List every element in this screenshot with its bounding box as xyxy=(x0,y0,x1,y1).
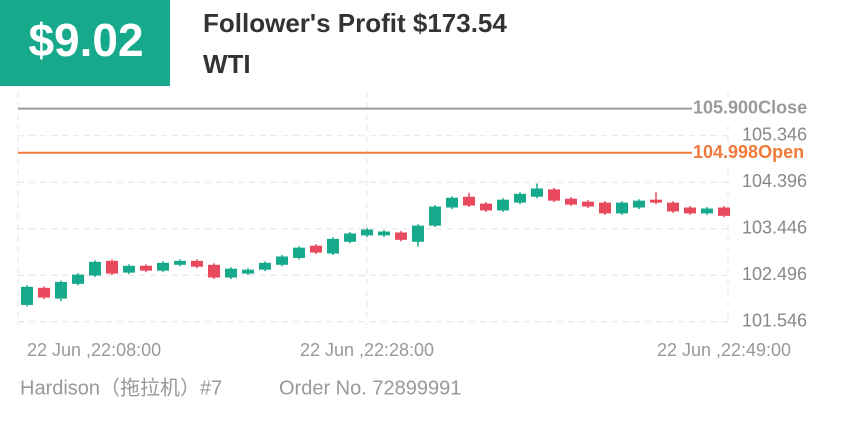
candle-body xyxy=(259,262,271,270)
x-tick-label: 22 Jun ,22:49:00 xyxy=(657,340,791,360)
candle-body xyxy=(157,262,169,271)
candle-body xyxy=(514,193,526,203)
candle-body xyxy=(378,231,390,236)
x-tick-label: 22 Jun ,22:08:00 xyxy=(27,340,161,360)
y-tick-label: 105.346 xyxy=(742,125,807,145)
symbol: WTI xyxy=(203,49,251,79)
candle-body xyxy=(718,207,730,216)
candle-body xyxy=(38,287,50,298)
price-value: 105.900 xyxy=(693,97,758,117)
candle-body xyxy=(106,260,118,274)
candle-body xyxy=(531,188,543,197)
y-tick-label: 104.396 xyxy=(742,171,807,191)
candle-body xyxy=(446,197,458,208)
candle-body xyxy=(361,229,373,236)
order-number: Order No. 72899991 xyxy=(279,377,461,399)
candle-body xyxy=(497,199,509,211)
x-tick-label: 22 Jun ,22:28:00 xyxy=(300,340,434,360)
price-label-bg xyxy=(692,97,822,120)
price-name: Close xyxy=(758,97,807,117)
candle-body xyxy=(463,196,475,206)
candle-body xyxy=(684,207,696,214)
candle-body xyxy=(633,200,645,208)
price-name: Open xyxy=(758,142,804,162)
candle-body xyxy=(548,189,560,201)
candle-body xyxy=(565,198,577,205)
candle-body xyxy=(599,202,611,214)
title: Follower's Profit $173.54 xyxy=(203,8,507,38)
candle-body xyxy=(21,286,33,305)
candle-body xyxy=(701,208,713,214)
candle-body xyxy=(395,232,407,240)
candle-body xyxy=(55,281,67,299)
candle-body xyxy=(650,199,662,203)
candle-body xyxy=(667,202,679,212)
candle-body xyxy=(191,260,203,267)
candle-body xyxy=(242,269,254,274)
candle-body xyxy=(480,203,492,211)
candle-body xyxy=(344,233,356,242)
trader: Hardison（拖拉机）#7 xyxy=(20,376,222,399)
amount: $9.02 xyxy=(28,14,143,66)
candle-body xyxy=(616,202,628,214)
candle-body xyxy=(208,264,220,278)
price-label-bg xyxy=(692,141,822,164)
candle-body xyxy=(89,261,101,276)
candle-body xyxy=(310,245,322,253)
y-tick-label: 103.446 xyxy=(742,218,807,238)
candle-body xyxy=(582,201,594,207)
candle-body xyxy=(293,247,305,258)
candle-body xyxy=(123,265,135,273)
candle-body xyxy=(174,260,186,265)
candle-body xyxy=(429,206,441,226)
candle-body xyxy=(276,256,288,265)
price-value: 104.998 xyxy=(693,142,758,162)
price-line-label: 104.998Open xyxy=(693,142,804,162)
price-line-label: 105.900Close xyxy=(693,97,807,117)
candle-body xyxy=(412,225,424,242)
y-tick-label: 102.496 xyxy=(742,264,807,284)
candle-body xyxy=(225,268,237,278)
candle-body xyxy=(72,274,84,284)
profit-badge xyxy=(0,0,170,86)
y-tick-label: 101.546 xyxy=(742,311,807,331)
candle-body xyxy=(140,265,152,271)
candle-body xyxy=(327,238,339,254)
